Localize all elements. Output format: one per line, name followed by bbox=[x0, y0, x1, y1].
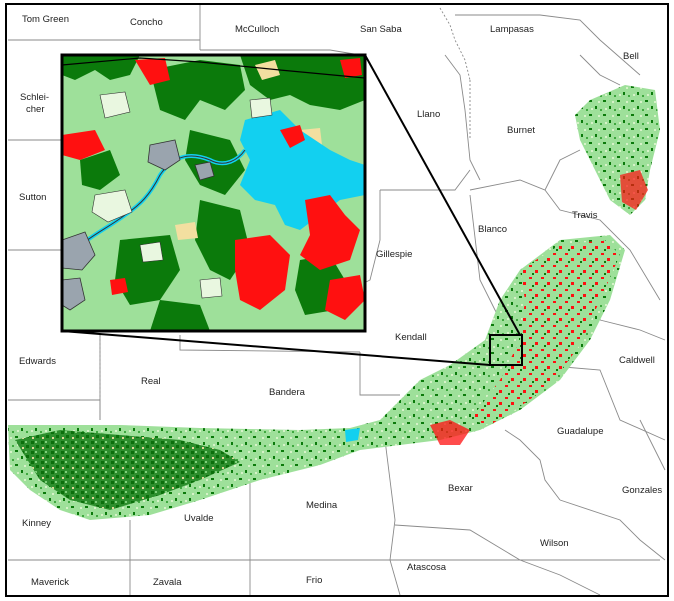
inset-rock-3 bbox=[62, 277, 86, 311]
county-label-concho: Concho bbox=[130, 17, 163, 28]
inset-road bbox=[62, 57, 365, 79]
leader-line-bottom bbox=[61, 330, 491, 366]
map-frame bbox=[5, 3, 669, 597]
county-label-schleicher-2: cher bbox=[26, 104, 44, 115]
county-label-tom-green: Tom Green bbox=[22, 14, 69, 25]
inset-rock-4 bbox=[194, 161, 215, 181]
county-label-wilson: Wilson bbox=[540, 538, 569, 549]
inset-rock-1 bbox=[147, 139, 181, 171]
inset-pale-5 bbox=[199, 277, 223, 299]
locator bbox=[61, 54, 523, 366]
inset-urban-7 bbox=[110, 278, 128, 295]
county-label-kendall: Kendall bbox=[395, 332, 427, 343]
county-labels: Tom Green Concho McCulloch San Saba Lamp… bbox=[19, 14, 662, 588]
county-label-real: Real bbox=[141, 376, 161, 387]
county-label-lampasas: Lampasas bbox=[490, 24, 534, 35]
county-label-mcculloch: McCulloch bbox=[235, 24, 279, 35]
study-area-north-urban bbox=[620, 170, 648, 210]
inset-urban-3 bbox=[300, 195, 360, 270]
county-label-guadalupe: Guadalupe bbox=[557, 426, 603, 437]
study-area-west-forest bbox=[15, 430, 240, 510]
inset-urban-6 bbox=[280, 125, 305, 148]
county-label-atascosa: Atascosa bbox=[407, 562, 447, 573]
county-label-schleicher-1: Schlei- bbox=[20, 92, 49, 103]
county-label-sutton: Sutton bbox=[19, 192, 46, 203]
inset-map bbox=[60, 53, 367, 333]
county-label-burnet: Burnet bbox=[507, 125, 535, 136]
inset-rock-2 bbox=[62, 231, 96, 271]
inset-forest-1 bbox=[62, 55, 140, 80]
inset-forest-9 bbox=[150, 300, 210, 331]
inset-grass-1 bbox=[255, 60, 280, 80]
county-label-frio: Frio bbox=[306, 575, 322, 586]
inset-urban-2 bbox=[135, 58, 170, 85]
inset-forest-8 bbox=[80, 150, 120, 190]
county-label-llano: Llano bbox=[417, 109, 440, 120]
county-label-zavala: Zavala bbox=[153, 577, 182, 588]
county-label-blanco: Blanco bbox=[478, 224, 507, 235]
inset-urban-1 bbox=[62, 130, 105, 160]
inset-river-edge bbox=[69, 149, 246, 256]
inset-pale-3 bbox=[249, 97, 273, 119]
inset-urban-4 bbox=[235, 235, 290, 310]
leader-line-top bbox=[364, 54, 521, 336]
inset-frame bbox=[60, 53, 367, 333]
locator-box bbox=[489, 334, 523, 366]
inset-urban-5 bbox=[325, 275, 365, 320]
county-label-gonzales: Gonzales bbox=[622, 485, 662, 496]
study-area bbox=[8, 85, 660, 520]
inset-forest-6 bbox=[115, 235, 180, 305]
inset-pale-2 bbox=[99, 91, 131, 119]
county-label-edwards: Edwards bbox=[19, 356, 56, 367]
county-label-bell: Bell bbox=[623, 51, 639, 62]
inset-pale-1 bbox=[91, 189, 133, 223]
county-label-medina: Medina bbox=[306, 500, 338, 511]
county-label-bandera: Bandera bbox=[269, 387, 306, 398]
study-area-east-urban bbox=[470, 240, 620, 425]
county-label-bexar: Bexar bbox=[448, 483, 473, 494]
county-label-maverick: Maverick bbox=[31, 577, 69, 588]
county-label-kinney: Kinney bbox=[22, 518, 51, 529]
inset-pale-4 bbox=[139, 241, 164, 263]
county-label-travis: Travis bbox=[572, 210, 598, 221]
inset-forest-2 bbox=[150, 60, 245, 120]
inset-urban-8 bbox=[340, 58, 362, 78]
county-label-uvalde: Uvalde bbox=[184, 513, 214, 524]
county-label-san-saba: San Saba bbox=[360, 24, 402, 35]
study-area-water-strip bbox=[345, 428, 360, 442]
study-area-south-urban bbox=[430, 420, 470, 445]
county-label-caldwell: Caldwell bbox=[619, 355, 655, 366]
county-label-gillespie: Gillespie bbox=[376, 249, 412, 260]
inset-grass-2 bbox=[175, 222, 198, 240]
